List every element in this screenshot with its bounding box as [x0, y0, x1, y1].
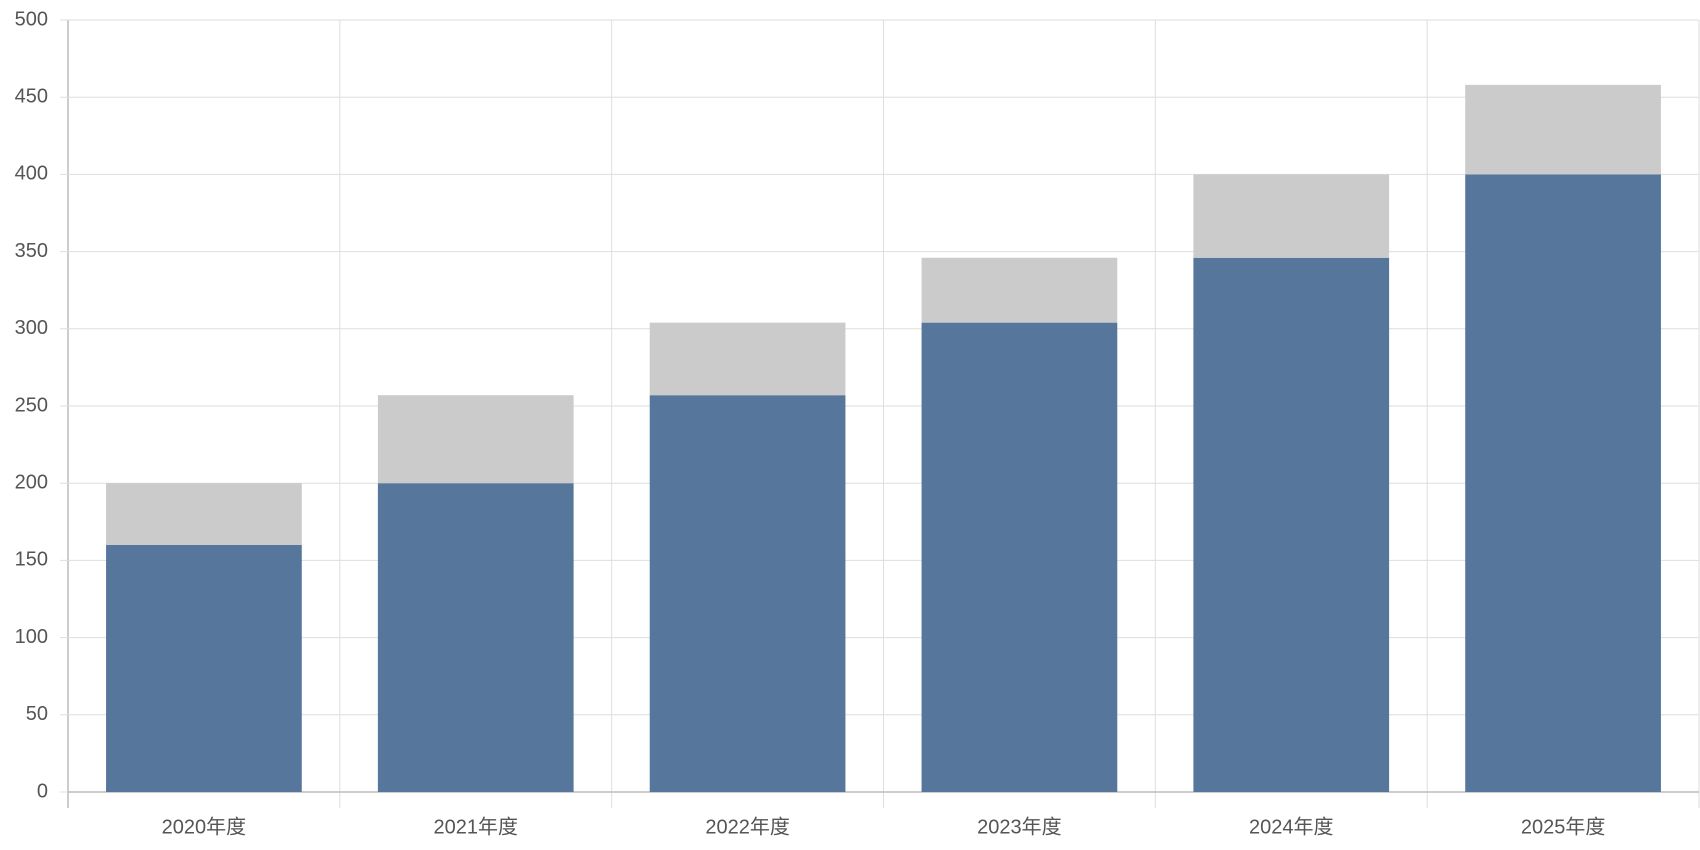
y-tick-label: 350	[15, 240, 48, 262]
y-tick-label: 200	[15, 471, 48, 493]
bar-segment	[921, 257, 1118, 323]
y-tick-label: 250	[15, 394, 48, 416]
y-tick-label: 300	[15, 317, 48, 339]
x-tick-label: 2021年度	[434, 815, 519, 838]
bar-segment	[1193, 257, 1390, 792]
bar-segment	[1465, 84, 1661, 175]
x-tick-label: 2020年度	[162, 815, 247, 838]
x-tick-label: 2022年度	[705, 815, 790, 838]
y-tick-label: 500	[15, 8, 48, 30]
y-tick-label: 0	[37, 780, 48, 802]
y-tick-label: 50	[26, 703, 48, 725]
bar-segment	[1465, 174, 1661, 792]
bar-segment	[106, 483, 302, 545]
bar-segment	[921, 322, 1118, 792]
bar-segment	[649, 322, 846, 396]
y-tick-label: 450	[15, 85, 48, 107]
bar-segment	[649, 395, 846, 792]
y-tick-label: 100	[15, 626, 48, 648]
bar-segment	[377, 483, 574, 792]
y-tick-label: 150	[15, 549, 48, 571]
bar-segment	[1193, 174, 1390, 258]
bar-segment	[106, 544, 302, 792]
x-tick-label: 2024年度	[1249, 815, 1334, 838]
y-tick-label: 400	[15, 163, 48, 185]
x-tick-label: 2025年度	[1521, 815, 1606, 838]
x-tick-label: 2023年度	[977, 815, 1062, 838]
bar-segment	[377, 395, 574, 484]
